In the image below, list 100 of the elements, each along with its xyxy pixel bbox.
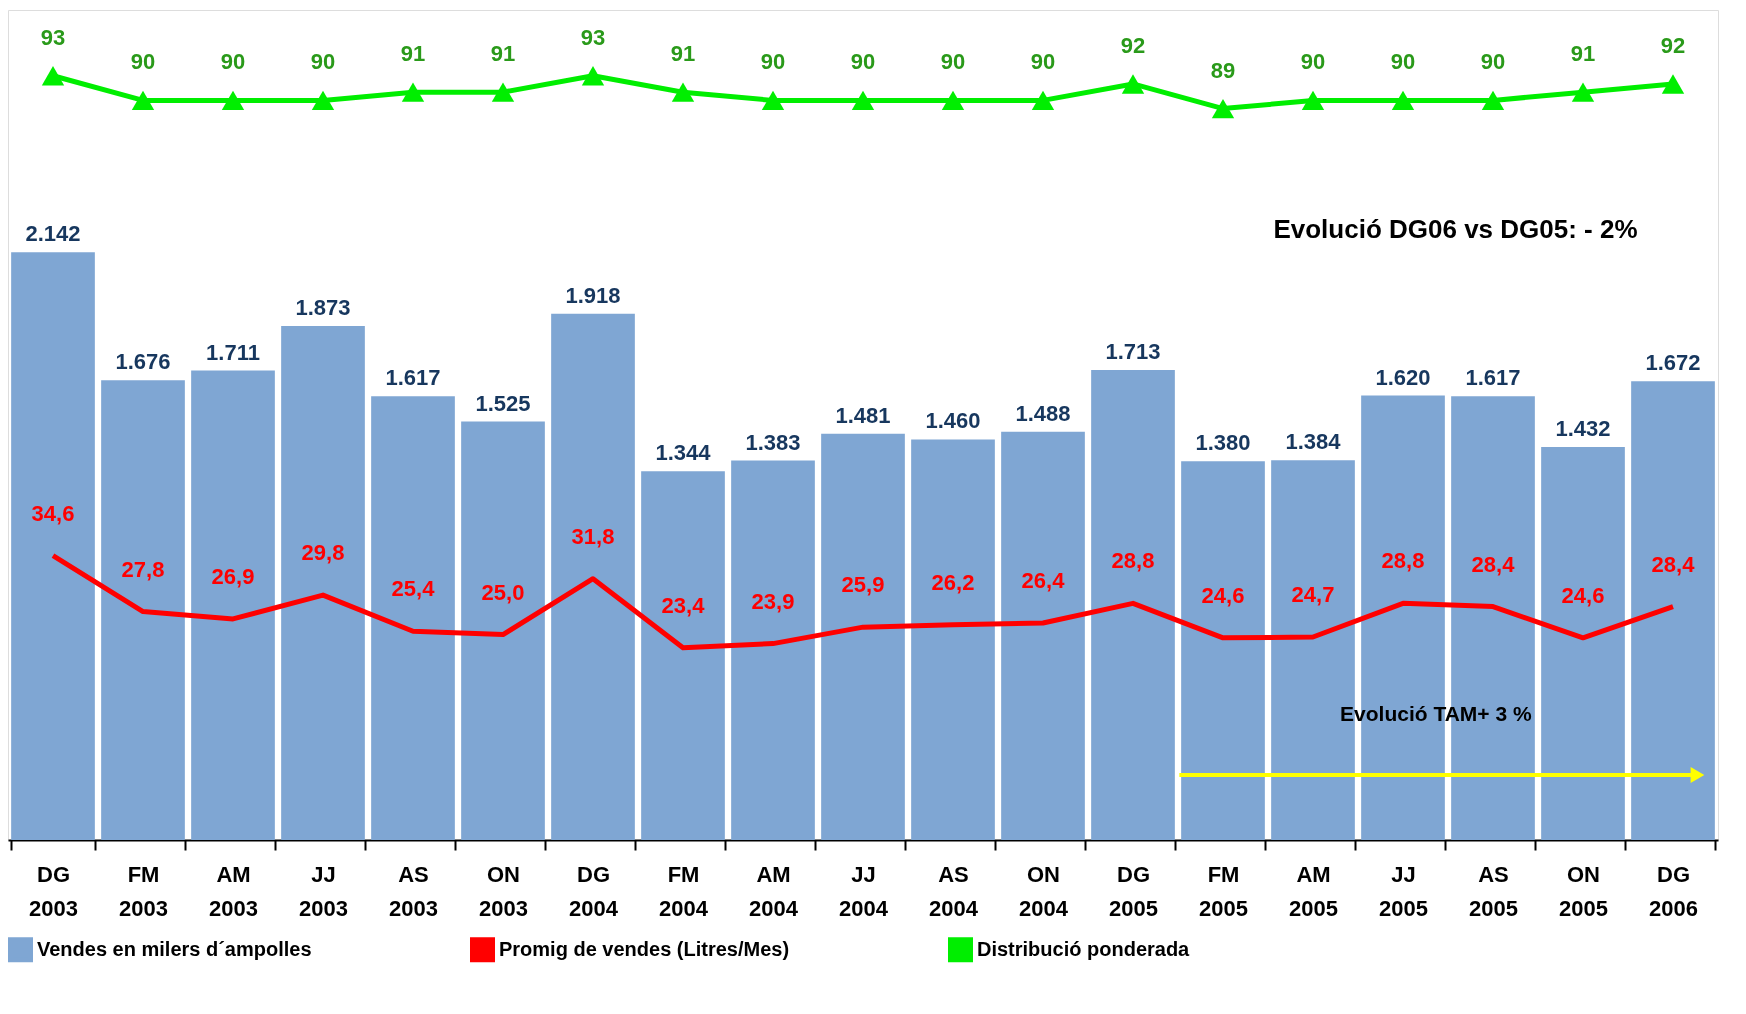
point (221, 90, 245, 111)
data-label: 1.384 (1285, 429, 1342, 455)
x-tick-label: ON 2003 (479, 861, 528, 921)
x-tick-label: AM 2005 (1289, 861, 1338, 921)
data-label: 93 (40, 24, 66, 50)
x-tick-label: JJ 2005 (1379, 861, 1428, 921)
data-label: 90 (940, 49, 966, 75)
data-label: 1.481 (835, 402, 891, 428)
bar (1091, 369, 1175, 840)
point (311, 90, 335, 111)
data-label: 2.142 (25, 221, 81, 247)
bar (191, 370, 275, 840)
data-label: 23,9 (751, 588, 795, 614)
x-tick-label: JJ 2003 (299, 861, 348, 921)
bar (1181, 461, 1265, 840)
point (851, 90, 875, 111)
bar (11, 252, 95, 840)
data-label: 26,4 (1021, 568, 1066, 594)
data-label: 28,4 (1651, 551, 1696, 577)
data-label: 28,4 (1471, 551, 1516, 577)
data-label: 29,8 (301, 540, 345, 566)
data-label: 26,2 (931, 569, 975, 595)
data-label: 1.525 (475, 390, 531, 416)
x-tick-label: DG 2003 (29, 861, 78, 921)
data-label: 1.344 (655, 440, 712, 466)
point (1121, 74, 1145, 94)
point (1031, 90, 1055, 111)
x-tick-label: AS 2005 (1469, 861, 1518, 921)
data-label: 1.432 (1555, 416, 1611, 442)
x-tick-label: FM 2003 (119, 861, 168, 921)
point (1481, 90, 1505, 111)
data-label: 90 (1390, 49, 1416, 75)
x-tick-label: FM 2004 (659, 861, 709, 921)
bar (101, 380, 185, 840)
data-label: 91 (670, 41, 696, 67)
data-label: 31,8 (571, 523, 615, 549)
data-label: 1.873 (295, 295, 351, 321)
point (581, 66, 605, 86)
x-tick-label: ON 2004 (1019, 861, 1069, 921)
bar (461, 421, 545, 840)
bar (821, 433, 905, 840)
point (1391, 90, 1415, 111)
data-label: 1.617 (385, 365, 441, 391)
data-label: 28,8 (1111, 548, 1155, 574)
point (491, 82, 515, 102)
legend-label: Promig de vendes (Litres/Mes) (499, 937, 790, 960)
point (131, 90, 155, 111)
data-label: 1.676 (115, 349, 171, 375)
data-label: 93 (580, 24, 606, 50)
bar (281, 326, 365, 840)
data-label: 1.488 (1015, 400, 1071, 426)
data-label: 1.617 (1465, 365, 1521, 391)
legend-label: Distribució ponderada (977, 937, 1191, 960)
x-tick-label: AS 2004 (929, 861, 979, 921)
data-label: 24,7 (1291, 582, 1335, 608)
data-label: 24,6 (1561, 582, 1605, 608)
data-label: 1.711 (206, 339, 260, 365)
data-label: 91 (1570, 41, 1596, 67)
data-label: 90 (1030, 49, 1056, 75)
point (671, 82, 695, 102)
data-label: 1.460 (925, 408, 981, 434)
point (41, 66, 65, 86)
x-tick-label: ON 2005 (1559, 861, 1608, 921)
bar (1541, 447, 1625, 840)
data-label: 90 (760, 49, 786, 75)
x-tick-label: AS 2003 (389, 861, 438, 921)
data-label: 91 (400, 41, 426, 67)
bar (551, 313, 635, 840)
data-label: 90 (850, 49, 876, 75)
bar (1631, 381, 1715, 840)
x-tick-label: DG 2004 (569, 861, 619, 921)
point (1301, 90, 1325, 111)
data-label: 26,9 (211, 563, 255, 589)
point (941, 90, 965, 111)
annotation: Evolució DG06 vs DG05: - 2% (1273, 214, 1638, 244)
x-tick-label: FM 2005 (1199, 861, 1248, 921)
data-label: 91 (490, 41, 516, 67)
data-label: 24,6 (1201, 582, 1245, 608)
bar (731, 460, 815, 840)
point (1211, 98, 1235, 119)
bar (641, 471, 725, 840)
x-tick-label: JJ 2004 (839, 861, 889, 921)
point (1571, 82, 1595, 102)
data-label: 90 (130, 49, 156, 75)
data-label: 25,0 (481, 579, 525, 605)
data-label: 1.380 (1195, 430, 1251, 456)
data-label: 27,8 (121, 556, 165, 582)
x-tick-label: DG 2006 (1649, 861, 1698, 921)
data-label: 90 (1480, 49, 1506, 75)
data-label: 25,4 (391, 576, 436, 602)
data-label: 90 (220, 49, 246, 75)
data-label: 90 (310, 49, 336, 75)
data-label: 1.918 (565, 282, 621, 308)
point (1661, 74, 1685, 94)
data-label: 92 (1660, 32, 1686, 58)
x-tick-label: DG 2005 (1109, 861, 1158, 921)
data-label: 89 (1210, 57, 1236, 83)
point (761, 90, 785, 111)
data-label: 92 (1120, 32, 1146, 58)
bar (371, 396, 455, 840)
